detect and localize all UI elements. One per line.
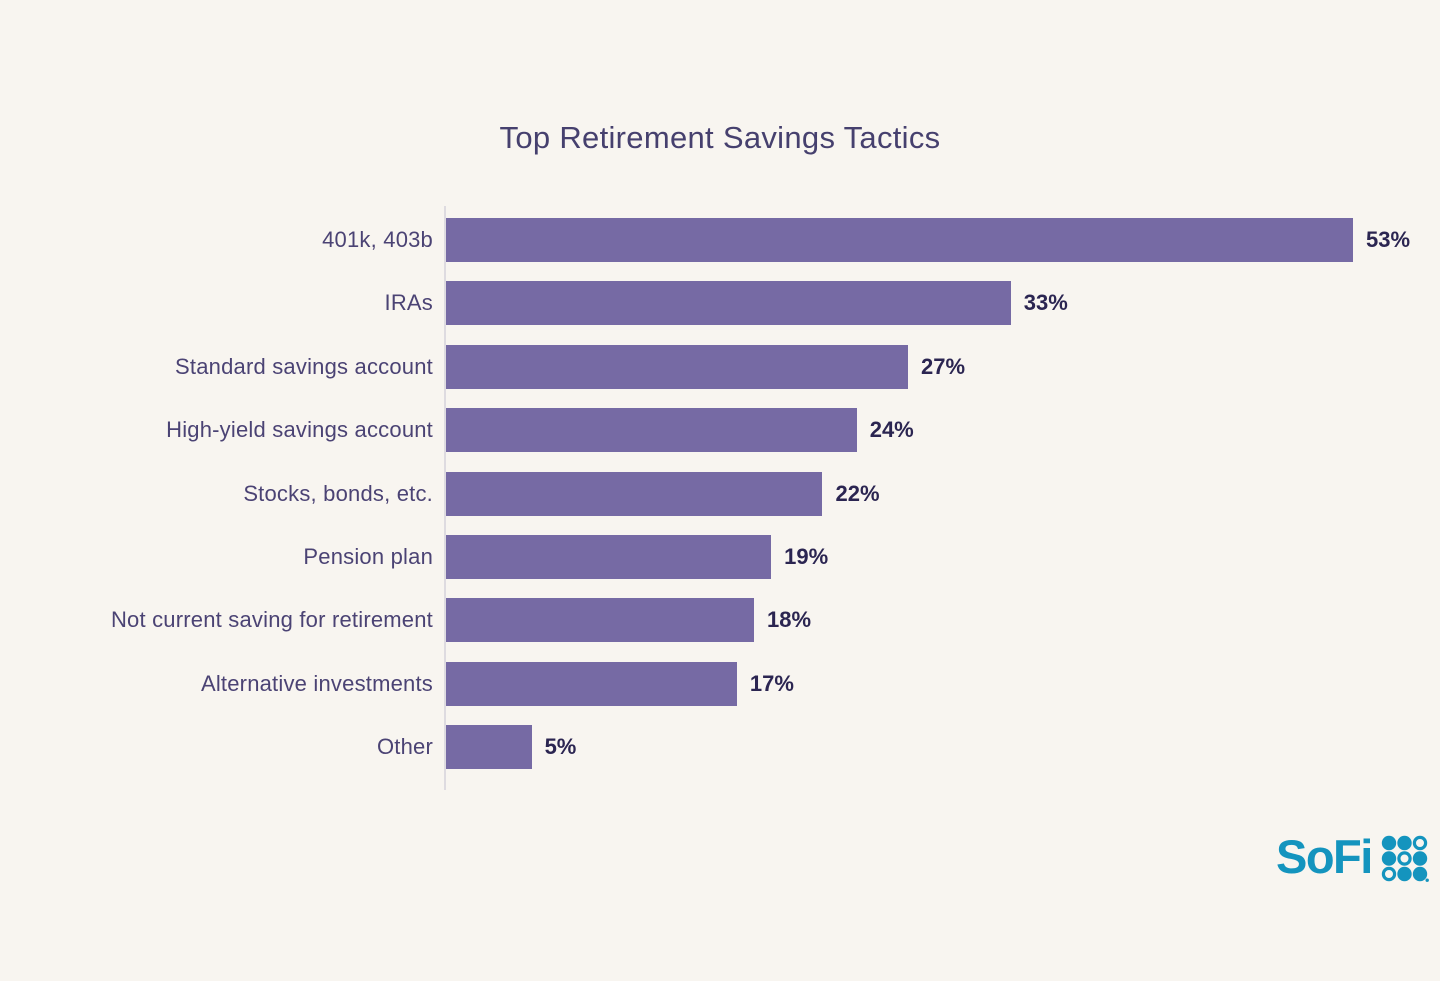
bar [446, 534, 772, 579]
sofi-logo-dot-grid-icon [1381, 835, 1429, 882]
chart-row: Alternative investments 17% [0, 661, 1440, 706]
bar [446, 471, 823, 516]
y-axis-line [444, 206, 446, 790]
category-label: IRAs [384, 290, 433, 316]
value-label: 17% [749, 670, 794, 696]
chart-row: Not current saving for retirement 18% [0, 598, 1440, 643]
category-label: 401k, 403b [322, 227, 433, 252]
category-label: Not current saving for retirement [110, 607, 433, 633]
bar [446, 281, 1011, 326]
chart-row: IRAs 33% [0, 281, 1440, 326]
category-label: Alternative investments [200, 670, 433, 696]
chart-row: Standard savings account 27% [0, 344, 1440, 389]
value-label: 24% [869, 417, 914, 443]
value-label: 53% [1366, 227, 1411, 252]
sofi-logo-text: SoFi [1276, 830, 1373, 883]
chart-row: Other 5% [0, 725, 1440, 770]
category-label: Other [376, 734, 433, 760]
category-label: Stocks, bonds, etc. [243, 480, 433, 506]
chart-row: High-yield savings account 24% [0, 408, 1440, 453]
bar [446, 218, 1353, 262]
chart-row: Stocks, bonds, etc. 22% [0, 471, 1440, 516]
bar [446, 408, 857, 453]
value-label: 19% [784, 543, 829, 569]
value-label: 18% [767, 607, 812, 633]
value-label: 27% [921, 353, 966, 379]
value-label: 5% [544, 734, 577, 760]
value-label: 33% [1023, 290, 1068, 316]
sofi-logo: SoFi [1276, 833, 1429, 882]
bar [446, 661, 737, 706]
chart-title: Top Retirement Savings Tactics [499, 120, 941, 155]
category-label: High-yield savings account [166, 417, 433, 443]
chart-rows: 401k, 403b 53% IRAs 33% Standard savings acc… [0, 218, 1440, 789]
value-label: 22% [835, 480, 880, 506]
bar [446, 725, 532, 770]
chart-row: Pension plan 19% [0, 534, 1440, 579]
category-label: Pension plan [303, 543, 433, 569]
bar [446, 344, 909, 389]
bar [446, 598, 755, 643]
chart-row: 401k, 403b 53% [0, 218, 1440, 262]
category-label: Standard savings account [175, 353, 433, 379]
